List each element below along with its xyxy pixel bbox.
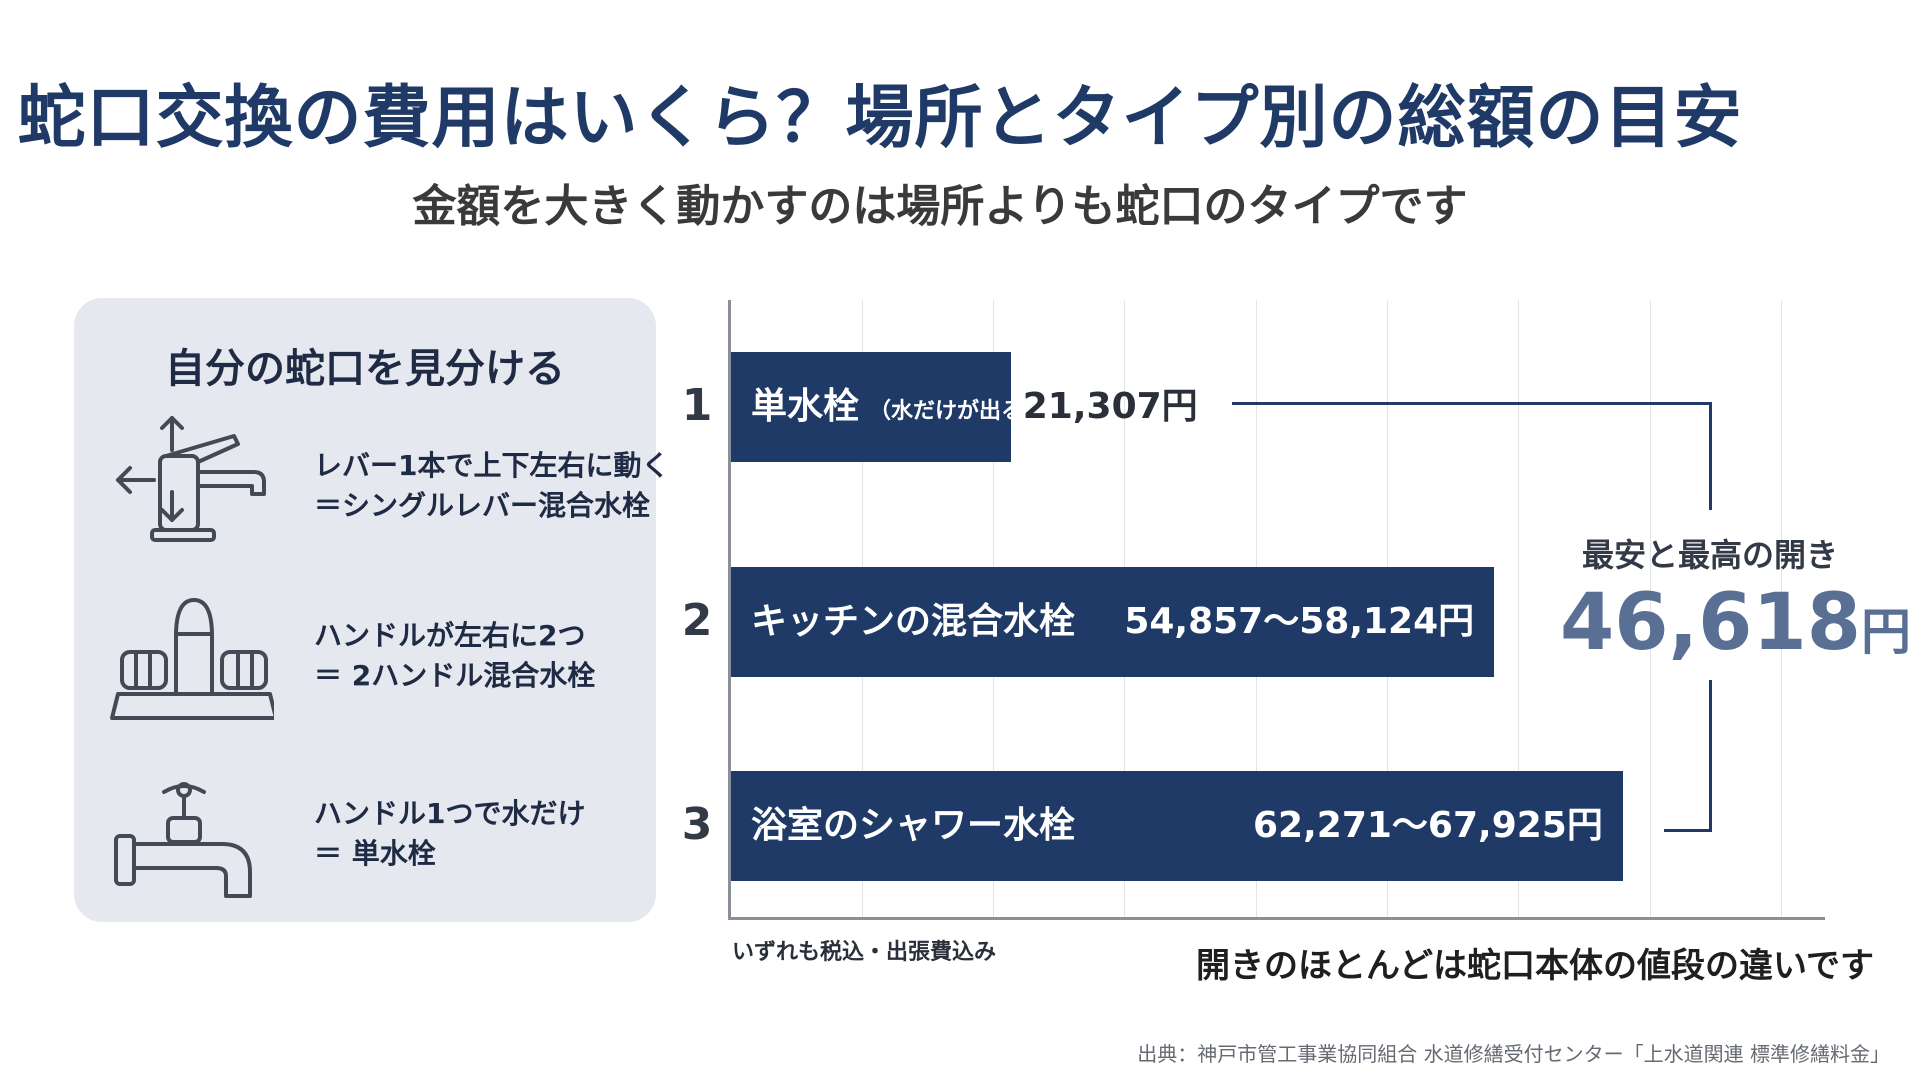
guide-item-line2: ＝シングルレバー混合水栓 <box>314 489 651 522</box>
guide-title: 自分の蛇口を見分ける <box>165 346 565 392</box>
bar-value-label: 21,307円 <box>1022 386 1198 427</box>
two-handle-faucet-icon <box>110 598 274 720</box>
bar-category-label: 単水栓 （水だけが出る） <box>751 386 1046 427</box>
bar-rank: 1 <box>681 380 713 431</box>
guide-item-line2: ＝ 2ハンドル混合水栓 <box>314 659 596 692</box>
guide-item-line2: ＝ 単水栓 <box>314 837 436 870</box>
bar-rank: 3 <box>681 799 713 850</box>
faucet-guide-panel: 自分の蛇口を見分ける レバー1本で上下左右に動く ＝シングルレバー混合水栓 <box>74 298 669 922</box>
guide-item-single-lever: レバー1本で上下左右に動く ＝シングルレバー混合水栓 <box>104 410 669 550</box>
bar-category-label: キッチンの混合水栓 <box>751 601 1076 642</box>
guide-item-line1: ハンドルが左右に2つ <box>314 619 586 652</box>
chart-gridline <box>1780 300 1782 917</box>
gap-value: 46,618円 <box>1560 578 1911 668</box>
single-lever-faucet-icon <box>116 416 266 542</box>
guide-item-line1: ハンドル1つで水だけ <box>314 797 586 830</box>
chart-x-axis <box>728 917 1825 920</box>
bracket-segment <box>1664 829 1712 832</box>
gap-label: 最安と最高の開き <box>1581 536 1838 574</box>
bracket-segment <box>1709 402 1712 510</box>
bar-value-label: 62,271〜67,925円 <box>1253 805 1603 846</box>
bar-category-note: （水だけが出る） <box>869 399 1046 424</box>
page-subtitle: 金額を大きく動かすのは場所よりも蛇口のタイプです <box>412 181 1468 232</box>
source-note: 出典：神戸市管工事業協同組合 水道修繕受付センター「上水道関連 標準修繕料金」 <box>1137 1042 1890 1066</box>
bracket-segment <box>1709 680 1712 832</box>
page-title: 蛇口交換の費用はいくら？場所とタイプ別の総額の目安 <box>17 79 1743 158</box>
bar-value-label: 54,857〜58,124円 <box>1124 601 1475 642</box>
bottom-note: 開きのほとんどは蛇口本体の値段の違いです <box>1196 946 1874 986</box>
bar-rank: 2 <box>681 595 713 646</box>
guide-item-single-handle: ハンドル1つで水だけ ＝ 単水栓 <box>104 772 644 912</box>
bar: 単水栓 （水だけが出る） <box>731 352 1045 462</box>
gap-value-unit: 円 <box>1861 603 1911 661</box>
bar: キッチンの混合水栓 54,857〜58,124円 <box>731 567 1495 677</box>
chart-gridline <box>1649 300 1651 917</box>
bar: 浴室のシャワー水栓 62,271〜67,925円 <box>731 771 1623 881</box>
guide-item-two-handle: ハンドルが左右に2つ ＝ 2ハンドル混合水栓 <box>104 590 644 730</box>
chart-gridline <box>1518 300 1520 917</box>
gap-value-number: 46,618 <box>1560 578 1861 668</box>
guide-item-line1: レバー1本で上下左右に動く <box>314 449 670 482</box>
single-handle-tap-icon <box>114 782 252 898</box>
tax-note: いずれも税込・出張費込み <box>732 940 997 965</box>
bracket-segment <box>1232 402 1712 405</box>
bar-category-label: 浴室のシャワー水栓 <box>751 805 1076 846</box>
chart-y-axis <box>728 300 731 920</box>
